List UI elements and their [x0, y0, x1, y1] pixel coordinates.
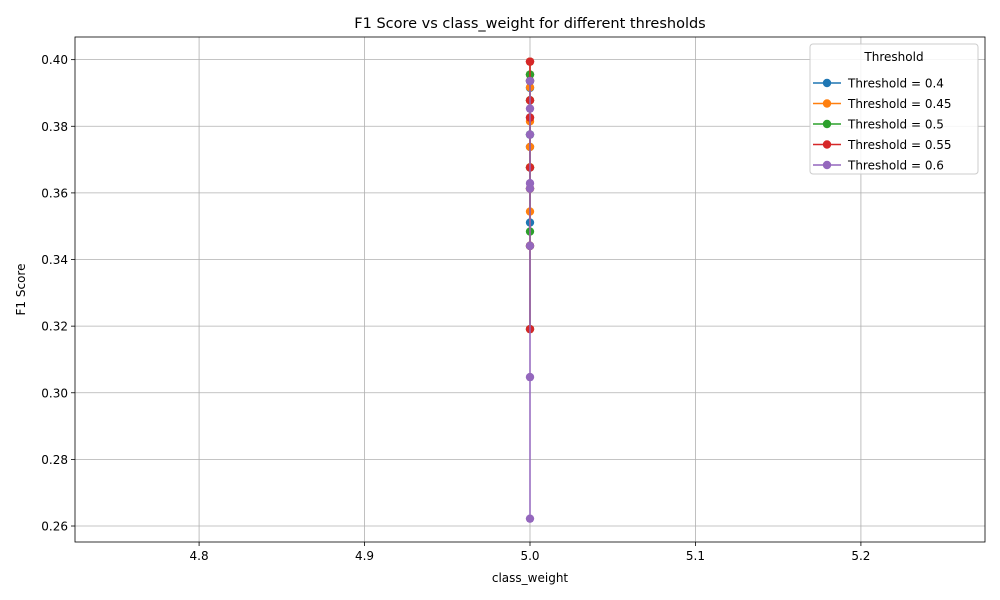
y-axis: 0.26 0.28 0.30 0.32 0.34 0.36 0.38 0.40 — [41, 53, 75, 534]
y-tick-label: 0.36 — [41, 186, 68, 200]
y-tick-label: 0.38 — [41, 120, 68, 134]
y-tick-label: 0.40 — [41, 53, 68, 67]
legend-items: Threshold = 0.4 Threshold = 0.45 Threshold… — [813, 77, 952, 173]
legend-marker — [822, 119, 832, 129]
y-tick-label: 0.26 — [41, 520, 68, 534]
y-axis-label: F1 Score — [14, 264, 28, 316]
legend-label: Threshold = 0.4 — [847, 77, 944, 91]
x-axis: 4.8 4.9 5.0 5.1 5.2 — [190, 542, 870, 563]
legend-title: Threshold — [863, 50, 923, 64]
y-tick-label: 0.28 — [41, 453, 68, 467]
x-axis-label: class_weight — [492, 571, 569, 585]
y-tick-label: 0.30 — [41, 386, 68, 400]
x-tick-label: 4.9 — [355, 549, 374, 563]
legend-box — [809, 43, 979, 175]
x-tick-label: 5.1 — [686, 549, 705, 563]
x-tick-label: 5.0 — [520, 549, 539, 563]
data-point — [525, 372, 535, 382]
legend-item: Threshold = 0.4 — [813, 77, 944, 91]
legend-item: Threshold = 0.5 — [813, 118, 944, 132]
legend-item: Threshold = 0.55 — [813, 138, 952, 152]
data-point — [525, 514, 535, 523]
legend-item: Threshold = 0.6 — [813, 159, 944, 173]
data-point — [525, 76, 535, 86]
data-point — [525, 130, 535, 139]
legend-marker — [822, 140, 832, 149]
x-tick-label: 5.2 — [851, 549, 870, 563]
legend-label: Threshold = 0.45 — [847, 97, 952, 111]
data-point — [525, 179, 535, 188]
data-point — [525, 57, 535, 66]
legend-label: Threshold = 0.5 — [847, 118, 944, 132]
y-tick-label: 0.32 — [41, 320, 68, 334]
legend-marker — [822, 160, 832, 170]
data-point — [525, 241, 535, 251]
legend-item: Threshold = 0.45 — [813, 97, 952, 111]
series-5 — [525, 76, 535, 523]
legend-label: Threshold = 0.6 — [847, 159, 944, 173]
legend-marker — [822, 99, 832, 108]
legend-marker — [822, 78, 832, 88]
series-group — [525, 57, 535, 523]
x-tick-label: 4.8 — [190, 549, 209, 563]
data-point — [525, 104, 535, 113]
chart-title: F1 Score vs class_weight for different t… — [354, 16, 705, 32]
legend-label: Threshold = 0.55 — [847, 138, 952, 152]
y-tick-label: 0.34 — [41, 253, 68, 267]
